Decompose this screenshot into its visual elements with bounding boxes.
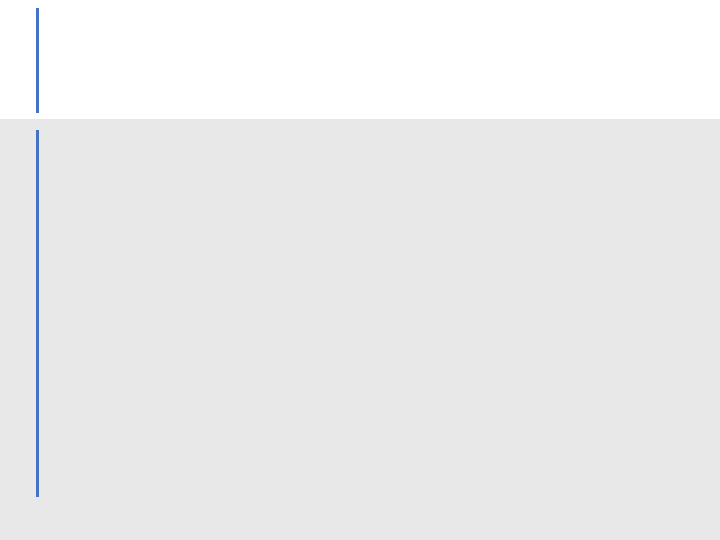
Point (406, 332, 418, 341)
Point (509, 329, 521, 338)
Text: For more complex circuits a set of labels and
equations in terms of node voltage: For more complex circuits a set of label… (65, 173, 636, 256)
Text: Is: Is (176, 355, 186, 369)
Point (205, 384, 217, 393)
Point (205, 435, 217, 443)
Point (406, 294, 418, 303)
Point (233, 294, 245, 303)
Point (509, 294, 521, 303)
Point (406, 243, 418, 252)
Point (509, 435, 521, 443)
Point (488, 294, 500, 303)
Text: R1
10: R1 10 (428, 375, 456, 390)
Text: 3: 3 (690, 515, 698, 528)
Text: +
Vx
-: + Vx - (323, 338, 338, 377)
Text: R2
5: R2 5 (531, 374, 559, 389)
Point (205, 336, 217, 345)
Point (205, 294, 217, 303)
Text: R
5: R 5 (263, 258, 271, 286)
Point (406, 435, 418, 443)
Text: Kevin D. Donohue, University of Kentucky: Kevin D. Donohue, University of Kentucky (230, 515, 490, 528)
Text: 2Vx: 2Vx (393, 246, 415, 259)
Point (299, 294, 310, 303)
Text: R0
15: R0 15 (428, 258, 443, 286)
Point (299, 243, 310, 252)
Text: Example of Nodal Analysis: Example of Nodal Analysis (65, 16, 591, 54)
Text: 3A: 3A (188, 355, 198, 369)
